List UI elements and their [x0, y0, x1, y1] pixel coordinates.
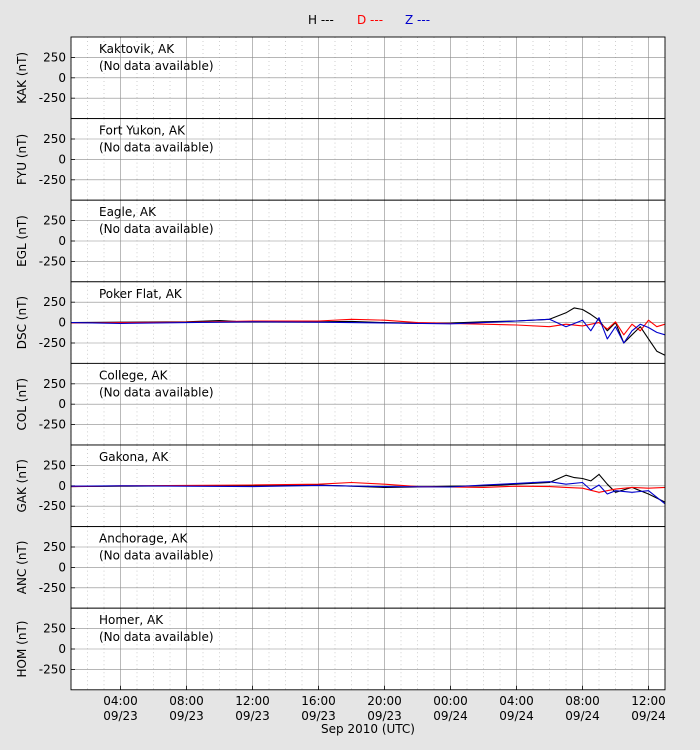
y-axis-label: KAK (nT)	[15, 52, 29, 104]
x-axis-label: Sep 2010 (UTC)	[321, 722, 415, 736]
x-tick-date: 09/23	[235, 709, 270, 723]
y-tick-label: 0	[58, 316, 66, 330]
y-tick-label: -250	[39, 581, 66, 595]
x-tick-date: 09/24	[565, 709, 600, 723]
x-tick-time: 04:00	[499, 694, 534, 708]
x-tick-time: 20:00	[367, 694, 402, 708]
y-tick-label: -250	[39, 336, 66, 350]
y-tick-label: 250	[43, 540, 66, 554]
y-tick-label: 250	[43, 50, 66, 64]
no-data-note: (No data available)	[99, 141, 214, 155]
y-tick-label: -250	[39, 418, 66, 432]
series-line-z	[70, 481, 666, 505]
y-tick-label: 0	[58, 642, 66, 656]
x-axis: 04:0009/2308:0009/2312:0009/2316:0009/23…	[103, 685, 666, 723]
y-axis-label: ANC (nT)	[15, 541, 29, 595]
x-tick-time: 16:00	[301, 694, 336, 708]
y-tick-label: 250	[43, 132, 66, 146]
x-tick-time: 08:00	[169, 694, 204, 708]
series-line-d	[70, 318, 666, 336]
series-line-d	[70, 481, 666, 493]
station-name: Poker Flat, AK	[99, 287, 183, 301]
y-tick-label: -250	[39, 254, 66, 268]
no-data-note: (No data available)	[99, 385, 214, 399]
y-axis-label: HOM (nT)	[15, 621, 29, 678]
station-name: Eagle, AK	[99, 205, 157, 219]
station-name: College, AK	[99, 368, 169, 382]
panel-dsc: 250 0 -250 DSC (nT) Poker Flat, AK	[15, 281, 666, 364]
y-tick-label: 250	[43, 458, 66, 472]
station-name: Kaktovik, AK	[99, 42, 175, 56]
legend-entry-z: Z ---	[405, 13, 430, 27]
y-tick-label: 250	[43, 377, 66, 391]
panel-gak: 250 0 -250 GAK (nT) Gakona, AK	[15, 444, 666, 528]
y-axis-label: EGL (nT)	[15, 215, 29, 267]
y-axis-label: FYU (nT)	[15, 134, 29, 185]
y-tick-label: 250	[43, 622, 66, 636]
no-data-note: (No data available)	[99, 630, 214, 644]
x-tick-time: 00:00	[433, 694, 468, 708]
no-data-note: (No data available)	[99, 549, 214, 563]
legend-entry-d: D ---	[357, 13, 383, 27]
y-tick-label: 0	[58, 71, 66, 85]
x-tick-date: 09/24	[499, 709, 534, 723]
no-data-note: (No data available)	[99, 59, 214, 73]
x-tick-time: 12:00	[235, 694, 270, 708]
y-tick-label: -250	[39, 662, 66, 676]
x-tick-time: 04:00	[103, 694, 138, 708]
series-line-z	[70, 317, 666, 344]
panel-col: 250 0 -250 COL (nT) College, AK (No data avai…	[15, 362, 666, 446]
station-name: Gakona, AK	[99, 450, 169, 464]
panel-anc: 250 0 -250 ANC (nT) Anchorage, AK (No data av…	[15, 526, 666, 609]
x-tick-date: 09/23	[367, 709, 402, 723]
y-axis-label: DSC (nT)	[15, 296, 29, 349]
plot-frame	[70, 607, 666, 691]
y-tick-label: 250	[43, 214, 66, 228]
x-tick-date: 09/24	[631, 709, 666, 723]
panel-kak: 250 0 -250 KAK (nT) Kaktovik, AK (No data ava…	[15, 36, 666, 120]
panel-hom: 250 0 -250 HOM (nT) Homer, AK (No data availa…	[15, 607, 666, 691]
y-tick-label: 250	[43, 295, 66, 309]
y-tick-label: 0	[58, 397, 66, 411]
panel-fyu: 250 0 -250 FYU (nT) Fort Yukon, AK (No data a…	[15, 118, 666, 201]
legend-entry-h: H ---	[308, 13, 334, 27]
x-tick-date: 09/23	[103, 709, 138, 723]
station-name: Fort Yukon, AK	[99, 124, 186, 138]
station-name: Anchorage, AK	[99, 532, 188, 546]
no-data-note: (No data available)	[99, 222, 214, 236]
y-axis-label: GAK (nT)	[15, 459, 29, 513]
x-tick-time: 12:00	[631, 694, 666, 708]
y-tick-label: 0	[58, 152, 66, 166]
y-tick-label: 0	[58, 479, 66, 493]
panels: 250 0 -250 KAK (nT) Kaktovik, AK (No data ava…	[15, 36, 666, 691]
station-name: Homer, AK	[99, 613, 164, 627]
y-tick-label: 0	[58, 560, 66, 574]
x-tick-date: 09/23	[301, 709, 336, 723]
x-tick-time: 08:00	[565, 694, 600, 708]
y-tick-label: 0	[58, 234, 66, 248]
y-axis-label: COL (nT)	[15, 378, 29, 431]
y-tick-label: -250	[39, 91, 66, 105]
x-tick-date: 09/24	[433, 709, 468, 723]
y-tick-label: -250	[39, 499, 66, 513]
legend: H --- D --- Z ---	[308, 13, 430, 27]
panel-egl: 250 0 -250 EGL (nT) Eagle, AK (No data availa…	[15, 199, 666, 283]
y-tick-label: -250	[39, 173, 66, 187]
x-tick-date: 09/23	[169, 709, 204, 723]
